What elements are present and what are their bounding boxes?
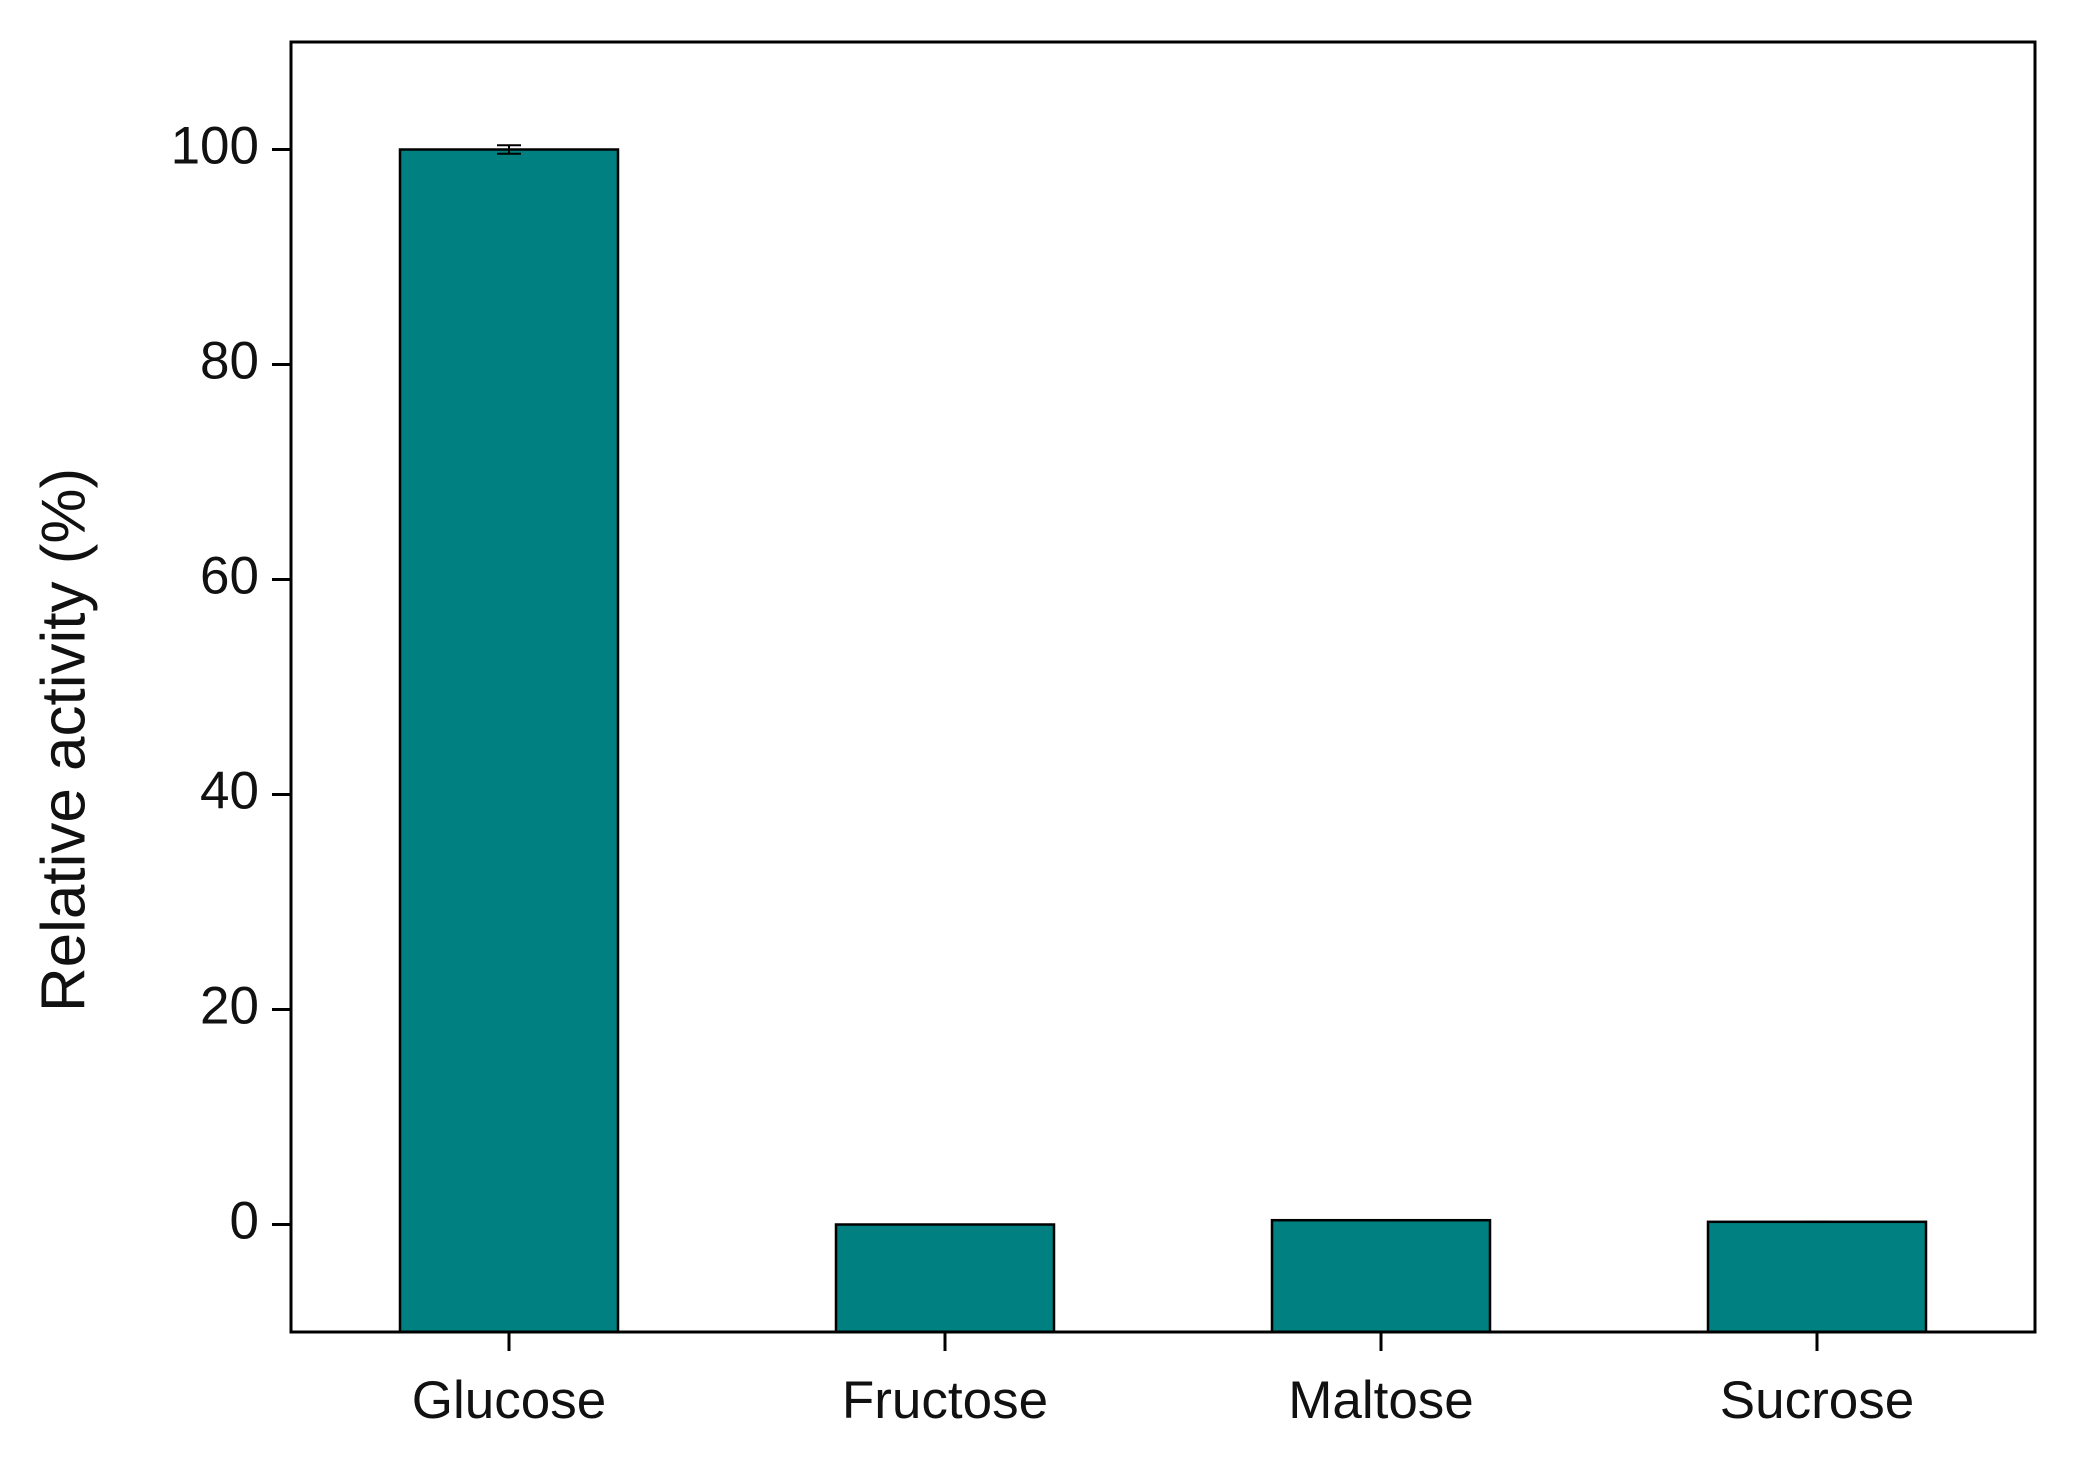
y-tick-label: 100 [171,117,259,176]
x-tick-label: Fructose [842,1371,1048,1430]
y-tick-label: 20 [200,977,259,1036]
bar [834,1223,1056,1334]
y-axis-title: Relative activity (%) [29,468,98,1012]
plot-frame [289,40,2037,1334]
y-tick-label: 80 [200,332,259,391]
y-tick-label: 0 [230,1192,259,1251]
x-tick-label: Maltose [1288,1371,1474,1430]
x-tick-label: Sucrose [1720,1371,1914,1430]
error-bar [497,144,521,155]
y-tick-label: 60 [200,547,259,606]
bar [398,148,620,1334]
bar [1706,1220,1928,1334]
y-tick-label: 40 [200,762,259,821]
x-tick-label: Glucose [412,1371,606,1430]
bar [1270,1218,1492,1334]
